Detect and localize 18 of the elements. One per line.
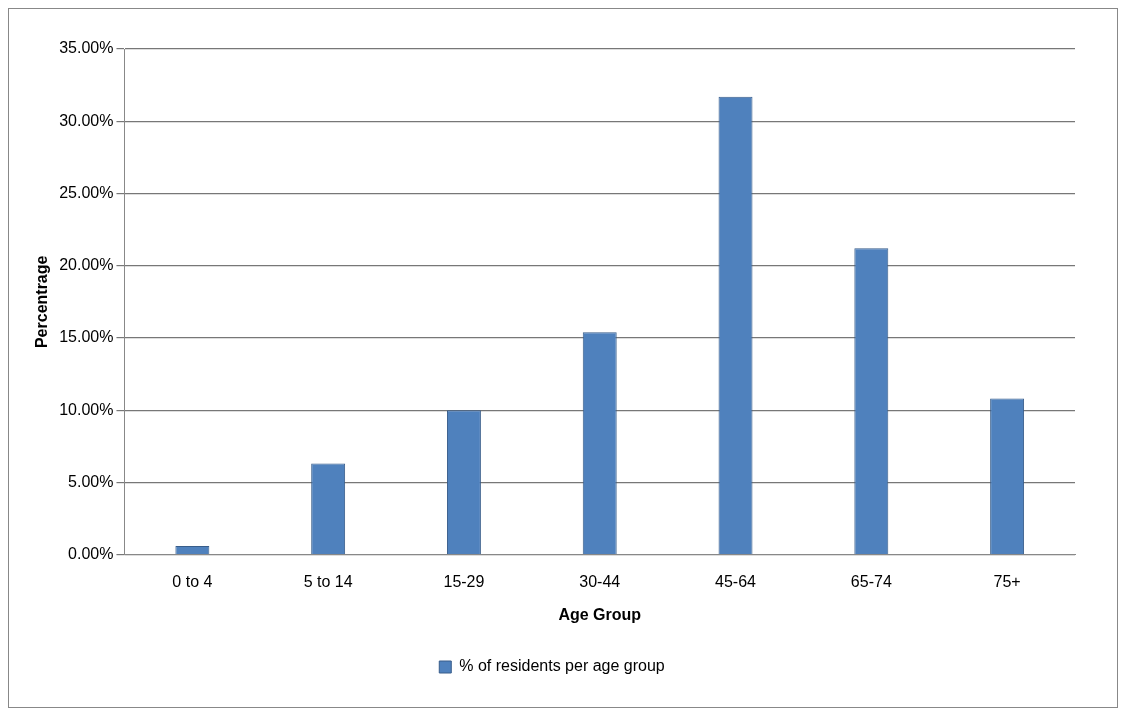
y-tick-label: 10.00% (59, 400, 114, 418)
x-tick-label: 65-74 (850, 572, 892, 590)
y-tick-label: 30.00% (59, 111, 114, 129)
x-axis-title: Age Group (558, 605, 642, 623)
y-axis-title: Percentrage (33, 255, 51, 349)
y-tick-label: 0.00% (68, 545, 114, 563)
x-tick-label: 0 to 4 (172, 572, 213, 590)
y-tick-label: 20.00% (59, 256, 114, 274)
y-tick-label: 35.00% (59, 39, 114, 57)
x-tick-label: 15-29 (443, 572, 485, 590)
x-tick-label: 30-44 (579, 572, 621, 590)
y-tick-label: 15.00% (59, 328, 114, 346)
x-tick-label: 45-64 (715, 572, 757, 590)
y-tick-label: 5.00% (68, 472, 114, 490)
x-tick-label: 75+ (993, 572, 1021, 590)
y-tick-label: 25.00% (59, 183, 114, 201)
legend-label: % of residents per age group (459, 657, 665, 675)
x-tick-label: 5 to 14 (303, 572, 353, 590)
